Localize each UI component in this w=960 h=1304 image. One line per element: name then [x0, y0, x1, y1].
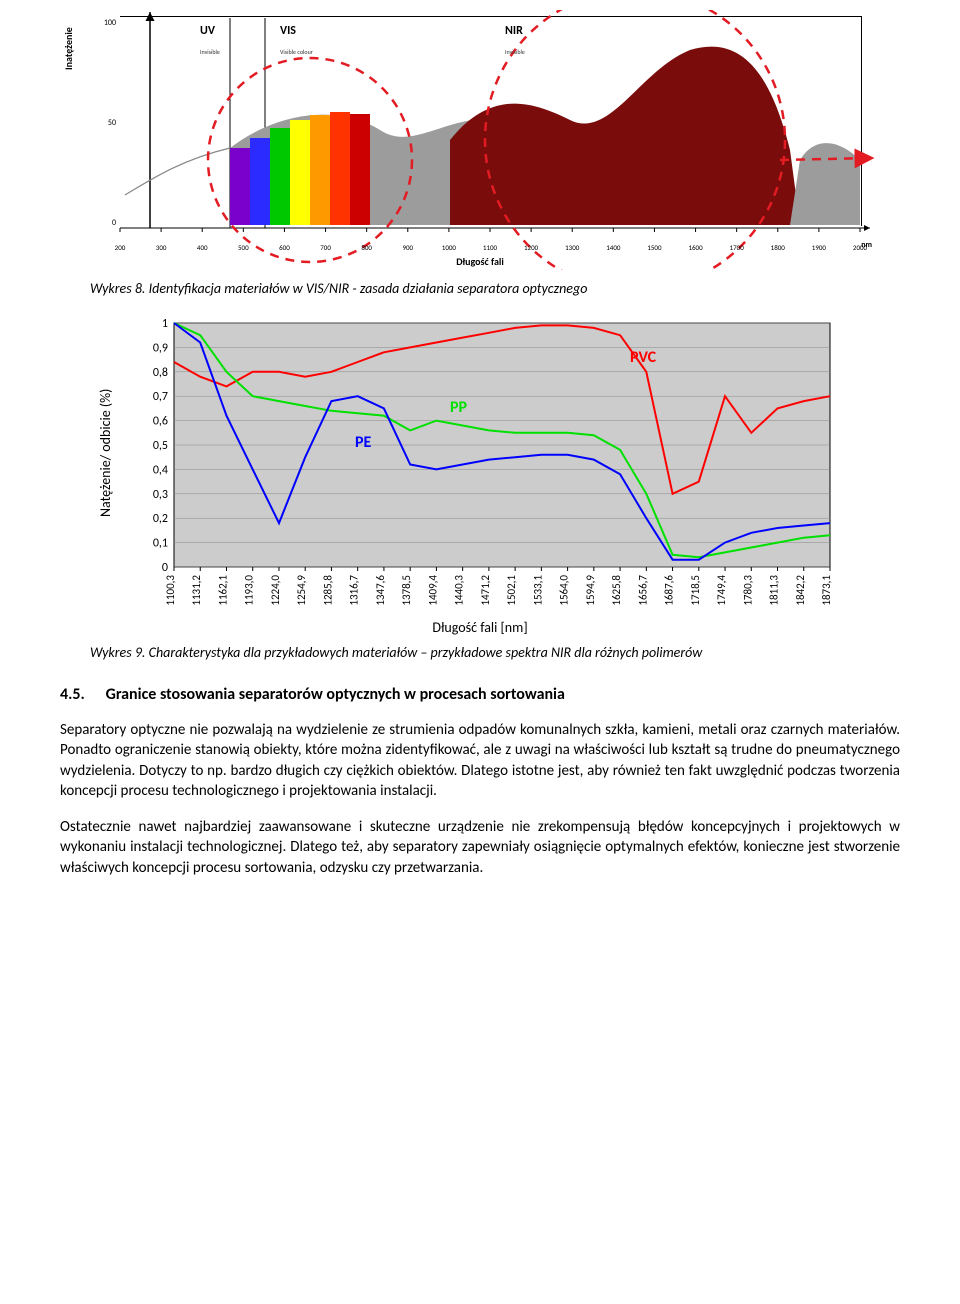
- x-tick: 1900: [812, 243, 826, 252]
- svg-text:1594,9: 1594,9: [584, 575, 597, 606]
- x-tick: 500: [238, 243, 249, 252]
- svg-text:PP: PP: [450, 398, 468, 417]
- x-tick: 400: [197, 243, 208, 252]
- svg-text:1100,3: 1100,3: [164, 575, 177, 606]
- svg-text:1625,8: 1625,8: [610, 575, 623, 606]
- y-axis-label: Inatężenie: [62, 27, 75, 70]
- figure2-caption: Wykres 9. Charakterystyka dla przykładow…: [90, 644, 900, 661]
- x-tick: 900: [402, 243, 413, 252]
- svg-text:1502,1: 1502,1: [505, 575, 518, 606]
- svg-text:0,4: 0,4: [153, 463, 168, 477]
- svg-text:0,7: 0,7: [153, 390, 168, 404]
- svg-text:1162,1: 1162,1: [216, 575, 229, 606]
- svg-text:1285,8: 1285,8: [321, 575, 334, 606]
- region-sublabel: Visible colour: [280, 48, 313, 56]
- paragraph-1: Separatory optyczne nie pozwalają na wyd…: [60, 720, 900, 801]
- x-tick: 1700: [730, 243, 744, 252]
- section-number: 4.5.: [60, 685, 102, 704]
- x-tick: 700: [320, 243, 331, 252]
- svg-text:1811,3: 1811,3: [768, 575, 781, 606]
- x-tick: 1500: [647, 243, 661, 252]
- svg-text:0,3: 0,3: [153, 488, 168, 502]
- region-label: NIR: [505, 24, 523, 38]
- svg-text:PE: PE: [355, 433, 372, 452]
- svg-text:1842,2: 1842,2: [794, 575, 807, 606]
- svg-text:1409,4: 1409,4: [426, 575, 439, 606]
- x-tick: 1200: [524, 243, 538, 252]
- x-tick: 200: [115, 243, 126, 252]
- y-axis-label-2: Natężenie/ odbicie (%): [97, 389, 114, 517]
- svg-text:0,9: 0,9: [153, 341, 168, 355]
- x-tick: 1100: [483, 243, 497, 252]
- x-tick: 1400: [606, 243, 620, 252]
- region-label: UV: [200, 24, 215, 38]
- caption-text: Identyfikacja materiałów w VIS/NIR - zas…: [145, 280, 587, 297]
- svg-text:0,5: 0,5: [153, 439, 168, 453]
- svg-text:1780,3: 1780,3: [741, 575, 754, 606]
- svg-text:1687,6: 1687,6: [663, 575, 676, 606]
- svg-text:1378,5: 1378,5: [400, 575, 413, 606]
- svg-text:1316,7: 1316,7: [348, 575, 361, 606]
- svg-text:1440,3: 1440,3: [453, 575, 466, 606]
- svg-text:1254,9: 1254,9: [295, 575, 308, 606]
- region-sublabel: Invisible: [200, 48, 220, 56]
- region-label: VIS: [280, 24, 296, 38]
- svg-text:0,1: 0,1: [153, 537, 168, 551]
- svg-text:1749,4: 1749,4: [715, 575, 728, 606]
- svg-text:1873,1: 1873,1: [820, 575, 833, 606]
- caption-prefix: Wykres 8.: [90, 280, 145, 297]
- x-tick: 1600: [688, 243, 702, 252]
- figure-spectrum: Inatężenie 0 50 100 UVInvisibleVISVisibl…: [80, 10, 880, 270]
- x-axis-label-2: Długość fali [nm]: [100, 619, 860, 636]
- svg-text:PVC: PVC: [630, 348, 657, 367]
- svg-text:1718,5: 1718,5: [689, 575, 702, 606]
- svg-text:1656,7: 1656,7: [636, 575, 649, 606]
- x-axis-unit: nm: [861, 240, 872, 250]
- section-heading: 4.5. Granice stosowania separatorów opty…: [60, 685, 900, 704]
- caption-prefix: Wykres 9.: [90, 644, 145, 661]
- section-title: Granice stosowania separatorów optycznyc…: [106, 685, 565, 704]
- paragraph-2: Ostatecznie nawet najbardziej zaawansowa…: [60, 817, 900, 878]
- svg-text:1533,1: 1533,1: [531, 575, 544, 606]
- x-tick: 800: [361, 243, 372, 252]
- svg-text:0,8: 0,8: [153, 366, 168, 380]
- svg-text:1193,0: 1193,0: [243, 575, 256, 606]
- svg-text:1347,6: 1347,6: [374, 575, 387, 606]
- region-sublabel: Invisible: [505, 48, 525, 56]
- svg-text:1131,2: 1131,2: [190, 575, 203, 606]
- svg-text:0,2: 0,2: [153, 512, 168, 526]
- y-tick: 100: [96, 18, 116, 28]
- x-tick: 300: [156, 243, 167, 252]
- svg-text:1: 1: [162, 317, 168, 331]
- svg-text:1564,0: 1564,0: [558, 575, 571, 606]
- x-tick: 1300: [565, 243, 579, 252]
- x-tick: 600: [279, 243, 290, 252]
- svg-text:1471,2: 1471,2: [479, 575, 492, 606]
- line-chart-svg: PVC PP PE 0 0,1 0,2 0,3 0,4 0,5 0,6 0,7 0,8 0,9 1 11…: [130, 317, 860, 617]
- figure-spectra-lines: Natężenie/ odbicie (%) PVC PP PE 0 0,1 0,2 0,…: [100, 317, 860, 636]
- figure1-caption: Wykres 8. Identyfikacja materiałów w VIS…: [90, 280, 900, 297]
- y-tick: 50: [96, 118, 116, 128]
- x-axis-label: Długość fali: [456, 255, 504, 268]
- svg-text:0,6: 0,6: [153, 415, 168, 429]
- x-tick: 1800: [771, 243, 785, 252]
- caption-text: Charakterystyka dla przykładowych materi…: [145, 644, 702, 661]
- svg-text:0: 0: [162, 561, 168, 575]
- x-tick: 1000: [442, 243, 456, 252]
- svg-text:1224,0: 1224,0: [269, 575, 282, 606]
- y-tick: 0: [96, 218, 116, 228]
